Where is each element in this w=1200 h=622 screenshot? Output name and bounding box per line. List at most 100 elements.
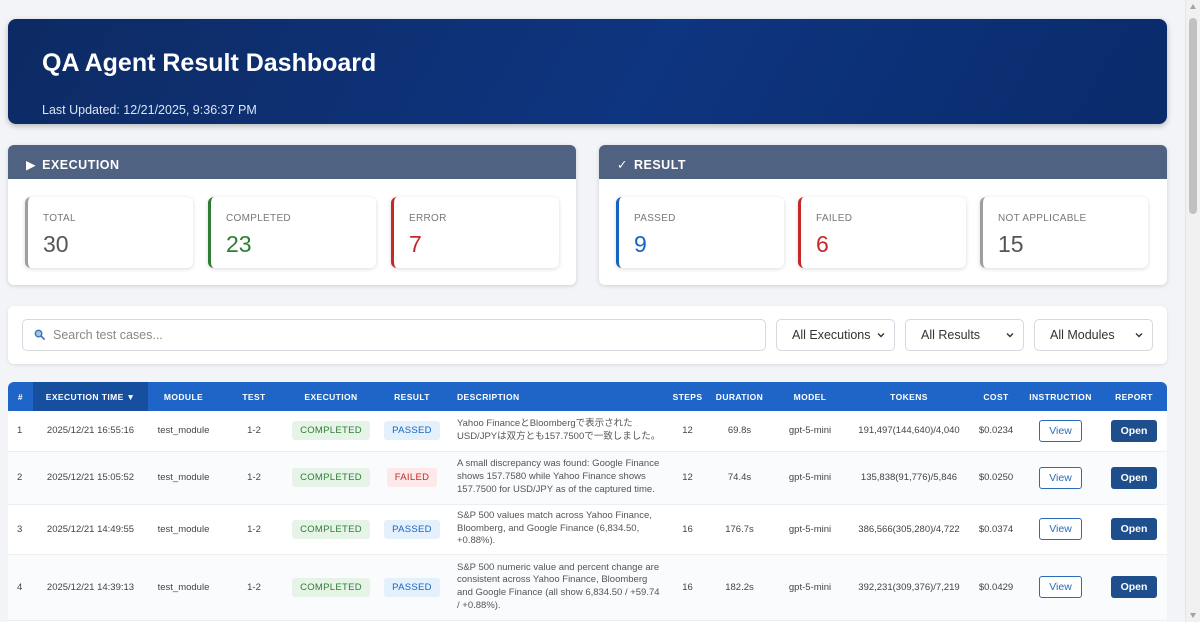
table-row[interactable]: 4 2025/12/21 14:39:13 test_module 1-2 CO… (8, 554, 1167, 621)
cell-instruction: View (1020, 451, 1101, 505)
col-header-module[interactable]: MODULE (163, 391, 204, 402)
col-header-execution[interactable]: EXECUTION (304, 391, 358, 402)
col-header-tokens[interactable]: TOKENS (890, 391, 928, 402)
cell-cost: $0.0234 (972, 411, 1020, 452)
col-header-steps[interactable]: STEPS (672, 391, 703, 402)
stat-label: FAILED (816, 213, 853, 224)
table-row[interactable]: 2 2025/12/21 15:05:52 test_module 1-2 CO… (8, 451, 1167, 505)
cell-report: Open (1101, 451, 1167, 505)
open-report-button[interactable]: Open (1111, 518, 1157, 540)
execution-status-badge: COMPLETED (292, 577, 370, 597)
view-instruction-button[interactable]: View (1039, 518, 1082, 540)
search-icon (34, 329, 45, 340)
cell-description: A small discrepancy was found: Google Fi… (451, 451, 670, 505)
scroll-up-icon[interactable] (1190, 4, 1196, 9)
results-select[interactable]: All Results (905, 319, 1024, 351)
stat-label: COMPLETED (226, 213, 291, 224)
cell-model: gpt-5-mini (774, 411, 846, 452)
cell-description: Yahoo FinanceとBloombergで表示されたUSD/JPYは双方と… (451, 411, 670, 452)
stat-card-not-applicable: NOT APPLICABLE 15 (980, 197, 1148, 268)
executions-select[interactable]: All Executions (776, 319, 895, 351)
cell-module: test_module (148, 451, 219, 505)
col-header-instruction: INSTRUCTION (1029, 391, 1092, 402)
col-header-cost[interactable]: COST (983, 391, 1009, 402)
cell-index: 1 (8, 411, 33, 452)
cell-index: 3 (8, 504, 33, 555)
col-header-model[interactable]: MODEL (793, 391, 827, 402)
cell-duration: 176.7s (705, 504, 774, 555)
view-instruction-button[interactable]: View (1039, 466, 1082, 489)
cell-duration: 74.4s (705, 451, 774, 505)
table-header-row: # EXECUTION TIME ▼ MODULE TEST EXECUTION… (8, 382, 1167, 411)
cell-module: test_module (148, 411, 219, 452)
open-report-button[interactable]: Open (1111, 576, 1157, 598)
view-instruction-button[interactable]: View (1039, 576, 1082, 598)
result-status-badge: FAILED (386, 468, 438, 487)
stat-value: 23 (226, 231, 252, 257)
modules-select-value: All Modules (1050, 328, 1115, 342)
col-header-description[interactable]: DESCRIPTION (457, 391, 520, 402)
execution-status-badge: COMPLETED (292, 468, 370, 487)
cell-execution-time: 2025/12/21 15:05:52 (33, 451, 148, 505)
cell-steps: 16 (670, 554, 705, 621)
stat-card-total: TOTAL 30 (25, 197, 193, 268)
col-header-result[interactable]: RESULT (394, 391, 430, 402)
page-scrollbar[interactable] (1185, 0, 1200, 622)
cell-module: test_module (148, 554, 219, 621)
cell-execution: COMPLETED (289, 451, 373, 505)
table-row[interactable]: 1 2025/12/21 16:55:16 test_module 1-2 CO… (8, 411, 1167, 452)
cell-tokens: 392,231(309,376)/7,219 (846, 554, 972, 621)
cell-tokens: 386,566(305,280)/4,722 (846, 504, 972, 555)
search-input[interactable]: Search test cases... (22, 319, 766, 351)
cell-index: 4 (8, 554, 33, 621)
scrollbar-thumb[interactable] (1189, 18, 1197, 214)
page-title: QA Agent Result Dashboard (42, 49, 377, 77)
table-row[interactable]: 3 2025/12/21 14:49:55 test_module 1-2 CO… (8, 504, 1167, 555)
cell-steps: 12 (670, 411, 705, 452)
chevron-down-icon (1135, 333, 1143, 338)
cell-steps: 12 (670, 451, 705, 505)
cell-test: 1-2 (219, 411, 289, 452)
cell-instruction: View (1020, 504, 1101, 555)
stat-label: ERROR (409, 213, 447, 224)
stat-value: 6 (816, 231, 829, 257)
result-panel-title: RESULT (633, 158, 687, 172)
cell-model: gpt-5-mini (774, 451, 846, 505)
cell-report: Open (1101, 411, 1167, 452)
open-report-button[interactable]: Open (1111, 419, 1157, 442)
cell-tokens: 135,838(91,776)/5,846 (846, 451, 972, 505)
cell-description: S&P 500 values match across Yahoo Financ… (451, 504, 670, 555)
stat-value: 7 (409, 231, 422, 257)
col-header-execution-time[interactable]: EXECUTION TIME ▼ (33, 382, 148, 411)
view-instruction-button[interactable]: View (1039, 419, 1082, 442)
cell-model: gpt-5-mini (774, 504, 846, 555)
stat-value: 9 (634, 231, 647, 257)
col-header-duration[interactable]: DURATION (715, 391, 764, 402)
col-header-test[interactable]: TEST (242, 391, 266, 402)
cell-instruction: View (1020, 554, 1101, 621)
cell-result: PASSED (373, 554, 451, 621)
result-status-badge: PASSED (384, 421, 440, 441)
cell-duration: 182.2s (705, 554, 774, 621)
cell-execution-time: 2025/12/21 14:39:13 (33, 554, 148, 621)
modules-select[interactable]: All Modules (1034, 319, 1153, 351)
cell-report: Open (1101, 554, 1167, 621)
cell-test: 1-2 (219, 554, 289, 621)
scroll-down-icon[interactable] (1190, 613, 1196, 618)
open-report-button[interactable]: Open (1111, 466, 1157, 489)
results-table-container: # EXECUTION TIME ▼ MODULE TEST EXECUTION… (8, 382, 1167, 622)
cell-test: 1-2 (219, 504, 289, 555)
play-icon: ▶ (26, 158, 37, 172)
cell-result: PASSED (373, 504, 451, 555)
col-header-index: # (17, 391, 24, 402)
cell-cost: $0.0429 (972, 554, 1020, 621)
stat-label: PASSED (634, 213, 676, 224)
col-header-report: REPORT (1115, 391, 1153, 402)
execution-panel: ▶ EXECUTION TOTAL 30 COMPLETED 23 ERROR 7 (8, 145, 576, 285)
result-status-badge: PASSED (384, 519, 440, 539)
results-select-value: All Results (921, 328, 981, 342)
cell-steps: 16 (670, 504, 705, 555)
cell-test: 1-2 (219, 451, 289, 505)
check-icon: ✓ (617, 158, 628, 172)
